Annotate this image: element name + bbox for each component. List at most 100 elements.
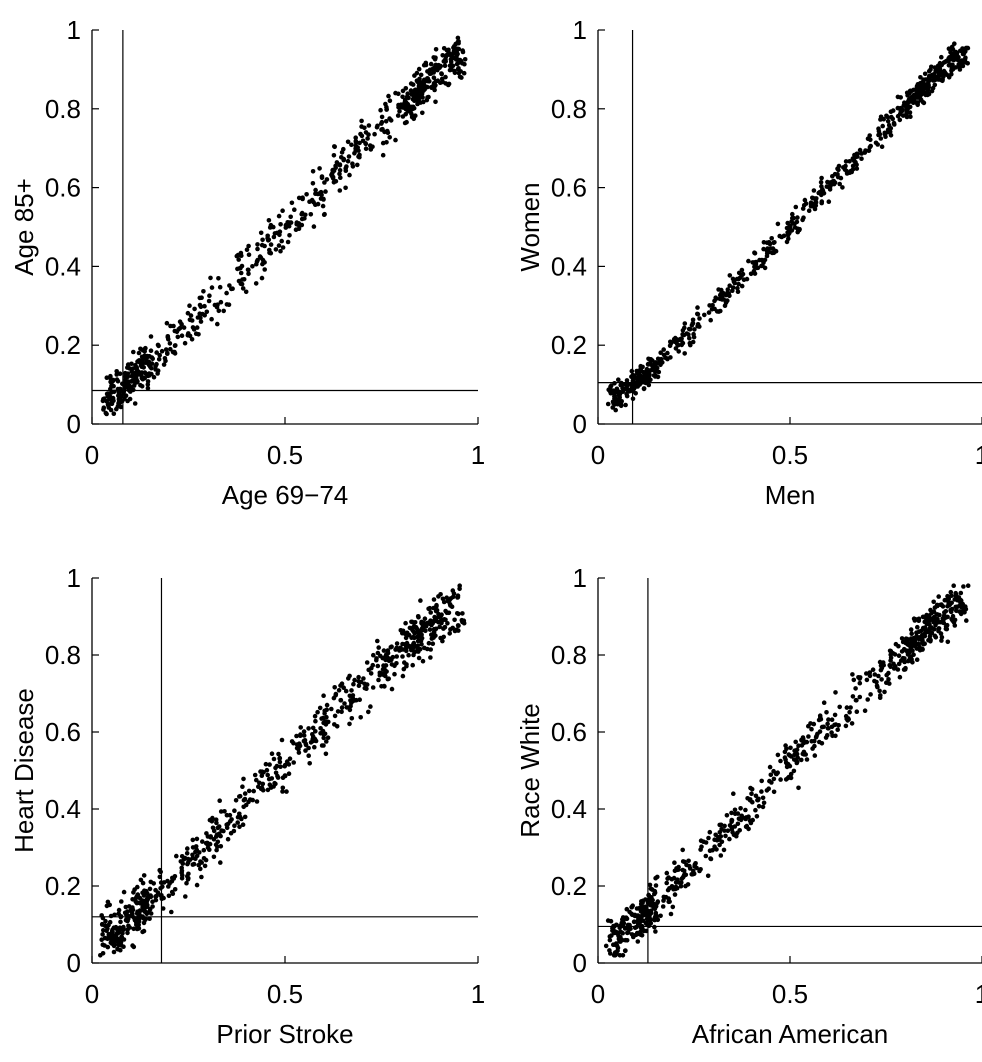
y-tick-label: 0.4 [45,251,81,281]
data-point [406,632,411,637]
data-point [357,154,362,160]
data-point [404,94,410,100]
data-point [935,77,941,82]
data-point [374,124,380,130]
data-point [900,655,906,661]
data-point [165,334,171,340]
data-point [948,50,953,55]
data-point [431,597,437,602]
data-point [959,58,964,63]
data-point [837,704,842,710]
data-point [133,899,138,904]
data-point [626,930,631,935]
data-point [332,144,338,150]
data-point [136,916,142,922]
data-point [123,370,128,376]
data-point [269,751,275,756]
data-point [187,317,193,323]
data-point [859,156,864,161]
data-point [318,726,323,731]
data-point [313,187,318,193]
data-point [905,93,910,98]
data-point [623,915,629,921]
data-point [802,750,807,756]
data-point [629,374,634,380]
data-point [354,697,359,703]
data-point [366,132,371,137]
data-point [668,911,674,917]
data-point [151,881,156,886]
data-point [405,101,411,107]
data-point [221,308,226,314]
data-point [111,383,116,389]
data-point [237,824,242,830]
data-point [432,64,437,70]
y-tick-label: 0.4 [551,794,587,824]
data-point [353,140,359,145]
data-point [259,275,265,281]
data-point [263,761,269,767]
data-point [185,310,191,316]
data-point [439,71,444,76]
data-point [811,188,817,193]
data-point [926,69,932,74]
data-point [135,884,140,890]
data-point [422,616,428,621]
data-point [262,267,268,272]
data-point [442,624,448,630]
data-point [695,305,700,310]
x-axis-label: Age 69−74 [222,480,349,510]
data-point [358,715,364,720]
data-point [859,151,864,156]
data-point [944,626,950,632]
y-tick-label: 0.2 [45,871,81,901]
data-point [640,926,645,932]
data-point [123,374,128,379]
data-point [303,212,308,218]
data-point [165,351,170,357]
data-point [294,733,299,739]
data-point [819,175,824,181]
data-point [723,833,728,839]
data-point [419,90,425,95]
data-point [168,346,173,352]
data-point [207,847,212,852]
data-point [848,705,853,710]
data-point [422,645,427,651]
y-axis-label: Heart Disease [9,688,39,853]
data-point [374,657,379,663]
data-point [829,724,835,730]
data-point [603,943,609,949]
data-point [707,829,713,835]
data-point [455,595,460,600]
data-point [407,643,412,649]
data-point [732,811,738,816]
data-point [672,860,677,865]
data-point [131,944,137,950]
data-point [757,257,762,263]
data-point [315,201,321,207]
data-point [686,858,691,864]
data-point [922,641,927,646]
data-point [142,375,147,381]
data-point [657,360,663,365]
data-point [613,396,618,401]
data-point [653,360,658,365]
data-point [851,677,857,683]
data-point [418,72,424,78]
data-point [775,221,781,227]
data-point [225,836,231,842]
data-point [953,65,958,70]
data-point [222,809,227,814]
data-point [931,609,937,614]
data-point [416,655,422,661]
data-point [171,876,177,881]
data-point [920,88,925,93]
data-point [439,618,444,623]
data-point [306,753,312,758]
data-point [608,390,614,396]
data-point [783,777,789,782]
data-point [123,918,129,923]
data-point [231,828,237,834]
data-point [118,947,123,953]
